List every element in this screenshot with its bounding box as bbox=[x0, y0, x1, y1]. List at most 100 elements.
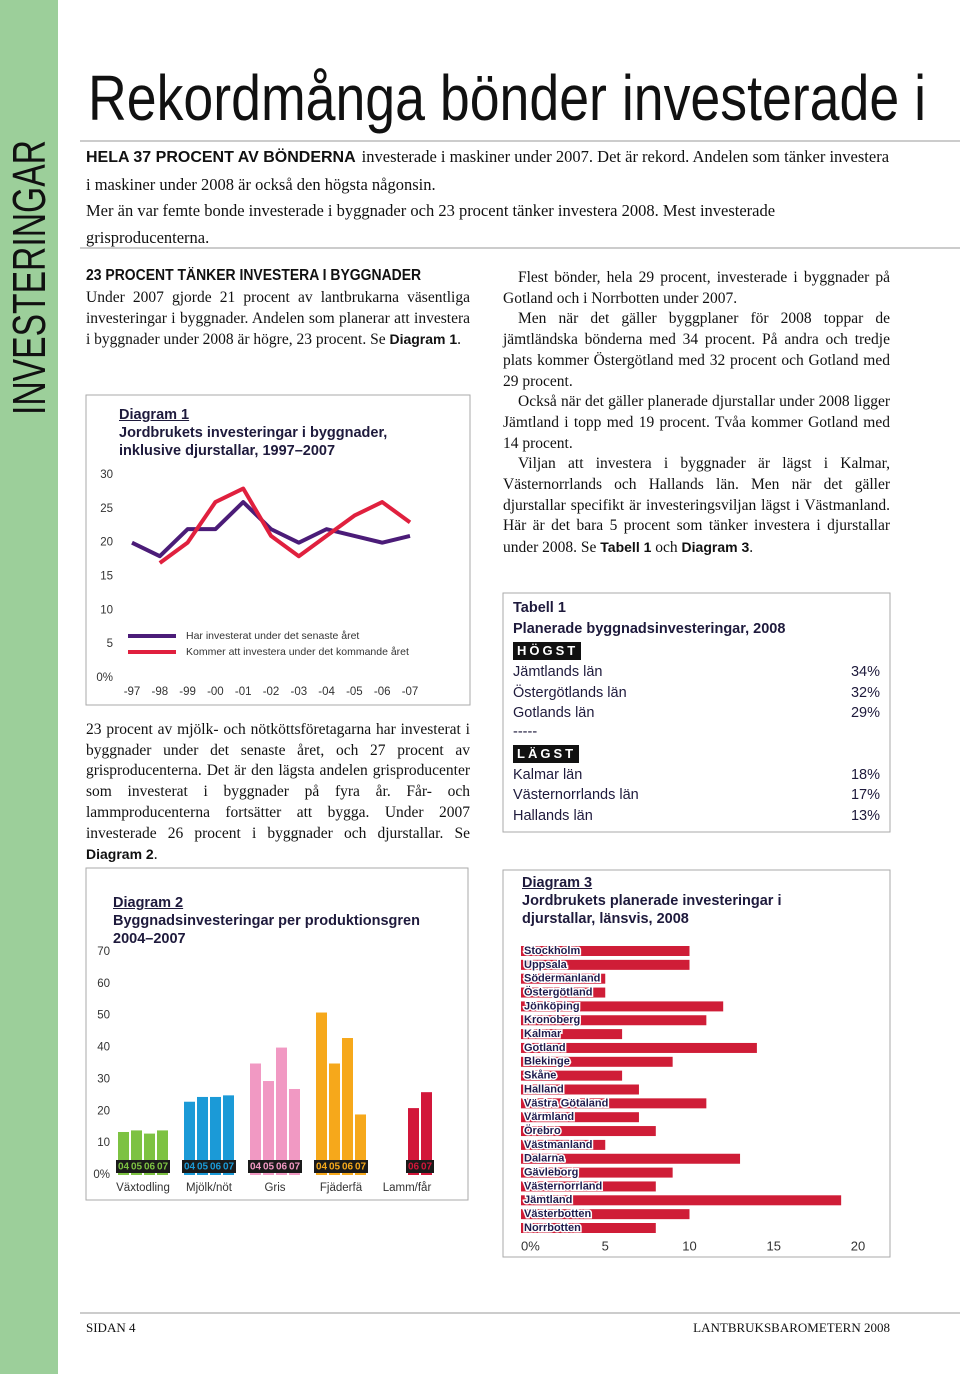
y-tick-label: Skåne bbox=[524, 1070, 556, 1082]
x-tick-label: 04 bbox=[316, 1162, 328, 1173]
reference: Diagram 3 bbox=[681, 539, 750, 556]
y-tick-label: Västra Götaland bbox=[524, 1097, 608, 1109]
text: . bbox=[153, 846, 158, 864]
bar bbox=[210, 1096, 221, 1175]
x-tick-label: 20 bbox=[851, 1238, 865, 1253]
bar bbox=[197, 1096, 208, 1175]
table-cell: Gotlands län bbox=[513, 705, 595, 722]
y-tick-label: 25 bbox=[100, 503, 113, 515]
table-title: Planerade byggnadsinvesteringar, 2008 bbox=[513, 621, 786, 637]
bar bbox=[144, 1133, 155, 1175]
bar bbox=[521, 1209, 690, 1220]
x-tick-label: 05 bbox=[263, 1162, 275, 1173]
y-tick-label: Värmland bbox=[524, 1111, 574, 1123]
y-tick-label: Stockholm bbox=[524, 945, 580, 957]
label-strip bbox=[248, 1160, 302, 1173]
y-tick-label: 15 bbox=[100, 571, 113, 583]
bar bbox=[276, 1047, 287, 1175]
table-cell: Östergötlands län bbox=[513, 684, 627, 701]
x-tick-label: 0% bbox=[521, 1238, 540, 1253]
group-label: Växtodling bbox=[116, 1182, 170, 1194]
table-cell: 34% bbox=[850, 664, 880, 680]
x-tick-label: 07 bbox=[157, 1162, 169, 1173]
table-cell: Kalmar län bbox=[513, 766, 583, 783]
group-label: Fjäderfä bbox=[320, 1182, 363, 1194]
paragraph: Flest bönder, hela 29 procent, investera… bbox=[503, 268, 890, 309]
chart-label: Diagram 3 bbox=[522, 875, 593, 891]
x-tick-label: 04 bbox=[184, 1162, 196, 1173]
table-cell: Hallands län bbox=[513, 808, 593, 824]
bar bbox=[355, 1114, 366, 1175]
x-tick-label: 10 bbox=[682, 1238, 696, 1253]
reference: Diagram 2 bbox=[86, 846, 154, 863]
y-tick-label: Jönköping bbox=[524, 1000, 580, 1012]
text: Också när det gäller planerade djurstall… bbox=[503, 393, 890, 452]
table-cell: 13% bbox=[850, 808, 880, 824]
x-tick-label: -03 bbox=[290, 686, 307, 698]
y-tick-label: Halland bbox=[524, 1083, 564, 1095]
lead: HELA 37 PROCENT AV BÖNDERNA bbox=[86, 149, 356, 166]
y-tick-label: 50 bbox=[97, 1010, 110, 1022]
legend-label: Kommer att investera under det kommande … bbox=[186, 646, 409, 658]
label-strip bbox=[116, 1160, 170, 1173]
y-tick-label: 30 bbox=[97, 1073, 110, 1085]
y-tick-label: Västerbotten bbox=[524, 1208, 592, 1220]
paragraph: Viljan att investera i byggnader är lägs… bbox=[503, 454, 890, 559]
bar bbox=[157, 1130, 168, 1175]
section-heading: 23 PROCENT TÄNKER INVESTERA I BYGGNADER bbox=[86, 267, 422, 284]
text: Viljan att investera i byggnader är lägs… bbox=[503, 455, 890, 557]
bar bbox=[521, 987, 606, 998]
text: Under 2007 gjorde 21 procent av lantbruk… bbox=[86, 289, 470, 349]
y-tick-label: 70 bbox=[97, 946, 110, 958]
y-tick-label: Kalmar bbox=[524, 1028, 562, 1040]
y-tick-label: 0% bbox=[93, 1169, 110, 1181]
table-cell: Västernorrlands län bbox=[513, 787, 639, 804]
y-tick-label: Gävleborg bbox=[524, 1167, 578, 1179]
y-tick-label: Kronoberg bbox=[524, 1014, 580, 1026]
x-tick-label: -01 bbox=[235, 686, 252, 698]
line-series bbox=[158, 486, 412, 565]
bar bbox=[316, 1012, 327, 1175]
bar bbox=[521, 1126, 656, 1137]
y-tick-label: 40 bbox=[97, 1042, 110, 1054]
reference: Diagram 1 bbox=[389, 331, 458, 348]
bar bbox=[521, 1056, 673, 1067]
y-tick-label: 10 bbox=[97, 1137, 110, 1149]
text: Men när det gäller byggplaner för 2008 t… bbox=[503, 310, 890, 390]
chart-title: Jordbrukets investeringar i byggnader, i… bbox=[119, 425, 388, 459]
bar bbox=[421, 1092, 432, 1175]
bar bbox=[223, 1095, 234, 1175]
table-row: Gotlands län 29% bbox=[513, 703, 880, 723]
footer-page: SIDAN 4 bbox=[86, 1320, 136, 1335]
right-column-text: Flest bönder, hela 29 procent, investera… bbox=[503, 268, 890, 559]
table-cell: 32% bbox=[850, 684, 880, 701]
x-tick-label: 5 bbox=[602, 1238, 609, 1253]
y-tick-label: 10 bbox=[100, 604, 113, 616]
bar bbox=[521, 1195, 842, 1206]
bar bbox=[131, 1130, 142, 1175]
x-tick-label: 15 bbox=[767, 1238, 781, 1253]
table-heading: HÖGST bbox=[513, 642, 582, 660]
y-tick-label: Dalarna bbox=[524, 1153, 565, 1165]
x-tick-label: 06 bbox=[342, 1162, 354, 1173]
y-tick-label: Jämtland bbox=[524, 1194, 572, 1206]
y-tick-label: Örebro bbox=[524, 1124, 561, 1137]
x-tick-label: 07 bbox=[421, 1162, 433, 1173]
label-strip bbox=[406, 1160, 434, 1173]
table-row: Jämtlands län 34% bbox=[513, 662, 880, 682]
intro: HELA 37 PROCENT AV BÖNDERNA investerade i… bbox=[86, 144, 890, 252]
table-label: Tabell 1 bbox=[513, 600, 566, 616]
bar bbox=[342, 1038, 353, 1175]
bar bbox=[521, 973, 606, 984]
paragraph: Under 2007 gjorde 21 procent av lantbruk… bbox=[86, 288, 470, 351]
chart-title: Byggnadsinvesteringar per produktionsgre… bbox=[113, 913, 420, 947]
bar bbox=[521, 1001, 724, 1012]
table-row: Östergötlands län 32% bbox=[513, 683, 880, 703]
paragraph: Också när det gäller planerade djurstall… bbox=[503, 392, 890, 454]
x-tick-label: 07 bbox=[355, 1162, 367, 1173]
y-tick-label: 30 bbox=[100, 469, 113, 481]
x-tick-label: -02 bbox=[263, 686, 280, 698]
group-label: Mjölk/nöt bbox=[186, 1182, 233, 1194]
bar bbox=[521, 959, 690, 970]
bar bbox=[521, 1223, 656, 1233]
